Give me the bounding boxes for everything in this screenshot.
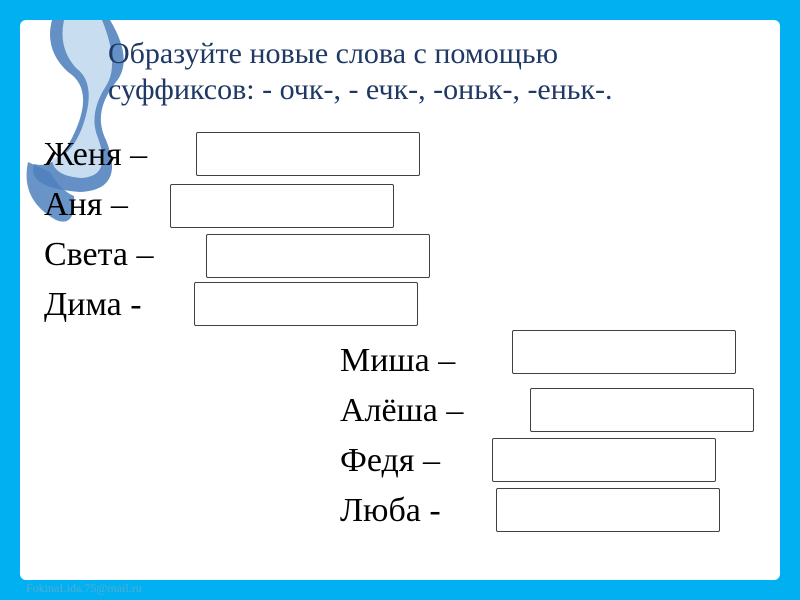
right-name-list: Миша – Алёша – Федя – Люба - bbox=[340, 336, 463, 536]
list-row: Дима - bbox=[44, 280, 154, 330]
answer-box bbox=[194, 282, 418, 326]
list-row: Федя – bbox=[340, 436, 463, 486]
name-label: Алёша – bbox=[340, 392, 463, 429]
answer-box bbox=[530, 388, 754, 432]
answer-box bbox=[512, 330, 736, 374]
title-line-1: Образуйте новые слова с помощью bbox=[108, 36, 613, 72]
left-name-list: Женя – Аня – Света – Дима - bbox=[44, 130, 154, 330]
name-label: Света – bbox=[44, 236, 154, 273]
name-label: Дима - bbox=[44, 286, 142, 323]
answer-box bbox=[492, 438, 716, 482]
list-row: Алёша – bbox=[340, 386, 463, 436]
title-block: Образуйте новые слова с помощью суффиксо… bbox=[108, 36, 613, 108]
name-label: Аня – bbox=[44, 186, 128, 223]
list-row: Аня – bbox=[44, 180, 154, 230]
name-label: Люба - bbox=[340, 492, 441, 529]
title-line-2: суффиксов: - очк-, - ечк-, -оньк-, -еньк… bbox=[108, 72, 613, 108]
list-row: Миша – bbox=[340, 336, 463, 386]
name-label: Женя – bbox=[44, 136, 147, 173]
name-label: Федя – bbox=[340, 442, 440, 479]
answer-box bbox=[196, 132, 420, 176]
list-row: Света – bbox=[44, 230, 154, 280]
answer-box bbox=[496, 488, 720, 532]
list-row: Женя – bbox=[44, 130, 154, 180]
footer-credit: FokinaLida.75@mail.ru bbox=[26, 581, 142, 596]
name-label: Миша – bbox=[340, 342, 455, 379]
answer-box bbox=[170, 184, 394, 228]
list-row: Люба - bbox=[340, 486, 463, 536]
answer-box bbox=[206, 234, 430, 278]
